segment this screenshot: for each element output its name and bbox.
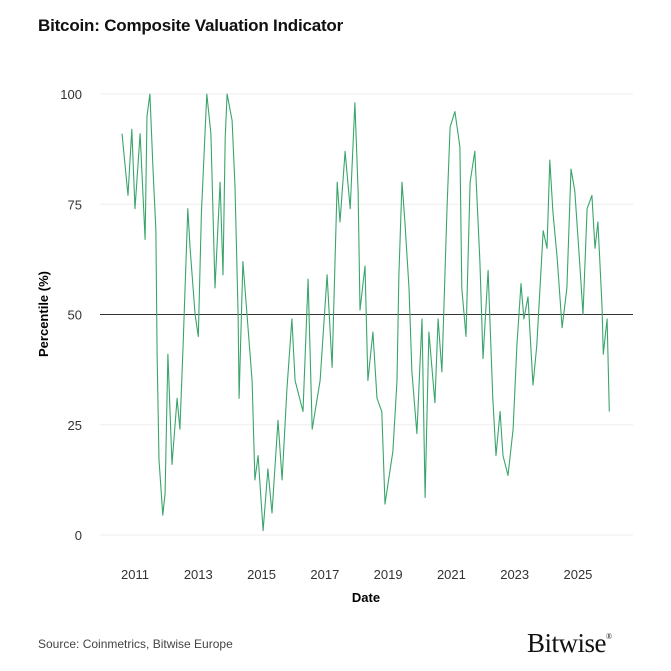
source-note: Source: Coinmetrics, Bitwise Europe xyxy=(38,637,233,651)
x-tick-label: 2025 xyxy=(563,567,592,582)
x-tick-label: 2017 xyxy=(310,567,339,582)
x-tick-label: 2019 xyxy=(374,567,403,582)
x-tick-label: 2015 xyxy=(247,567,276,582)
x-tick-label: 2013 xyxy=(184,567,213,582)
y-axis-label: Percentile (%) xyxy=(36,271,51,357)
y-tick-label: 75 xyxy=(68,197,82,212)
series-line xyxy=(121,93,610,532)
x-tick-label: 2021 xyxy=(437,567,466,582)
x-tick-label: 2011 xyxy=(121,567,149,582)
chart-title: Bitcoin: Composite Valuation Indicator xyxy=(38,16,344,35)
y-tick-label: 100 xyxy=(60,87,82,102)
x-tick-labels: 2011 2013 2015 2017 2019 2021 2023 2025 xyxy=(121,567,592,582)
x-tick-label: 2023 xyxy=(500,567,529,582)
y-tick-label: 25 xyxy=(68,418,82,433)
bitwise-logo: Bitwise® xyxy=(527,628,612,658)
y-tick-label: 0 xyxy=(75,528,82,543)
y-tick-labels: 0 25 50 75 100 xyxy=(60,87,82,543)
x-axis-label: Date xyxy=(352,590,380,605)
y-tick-label: 50 xyxy=(68,308,82,323)
